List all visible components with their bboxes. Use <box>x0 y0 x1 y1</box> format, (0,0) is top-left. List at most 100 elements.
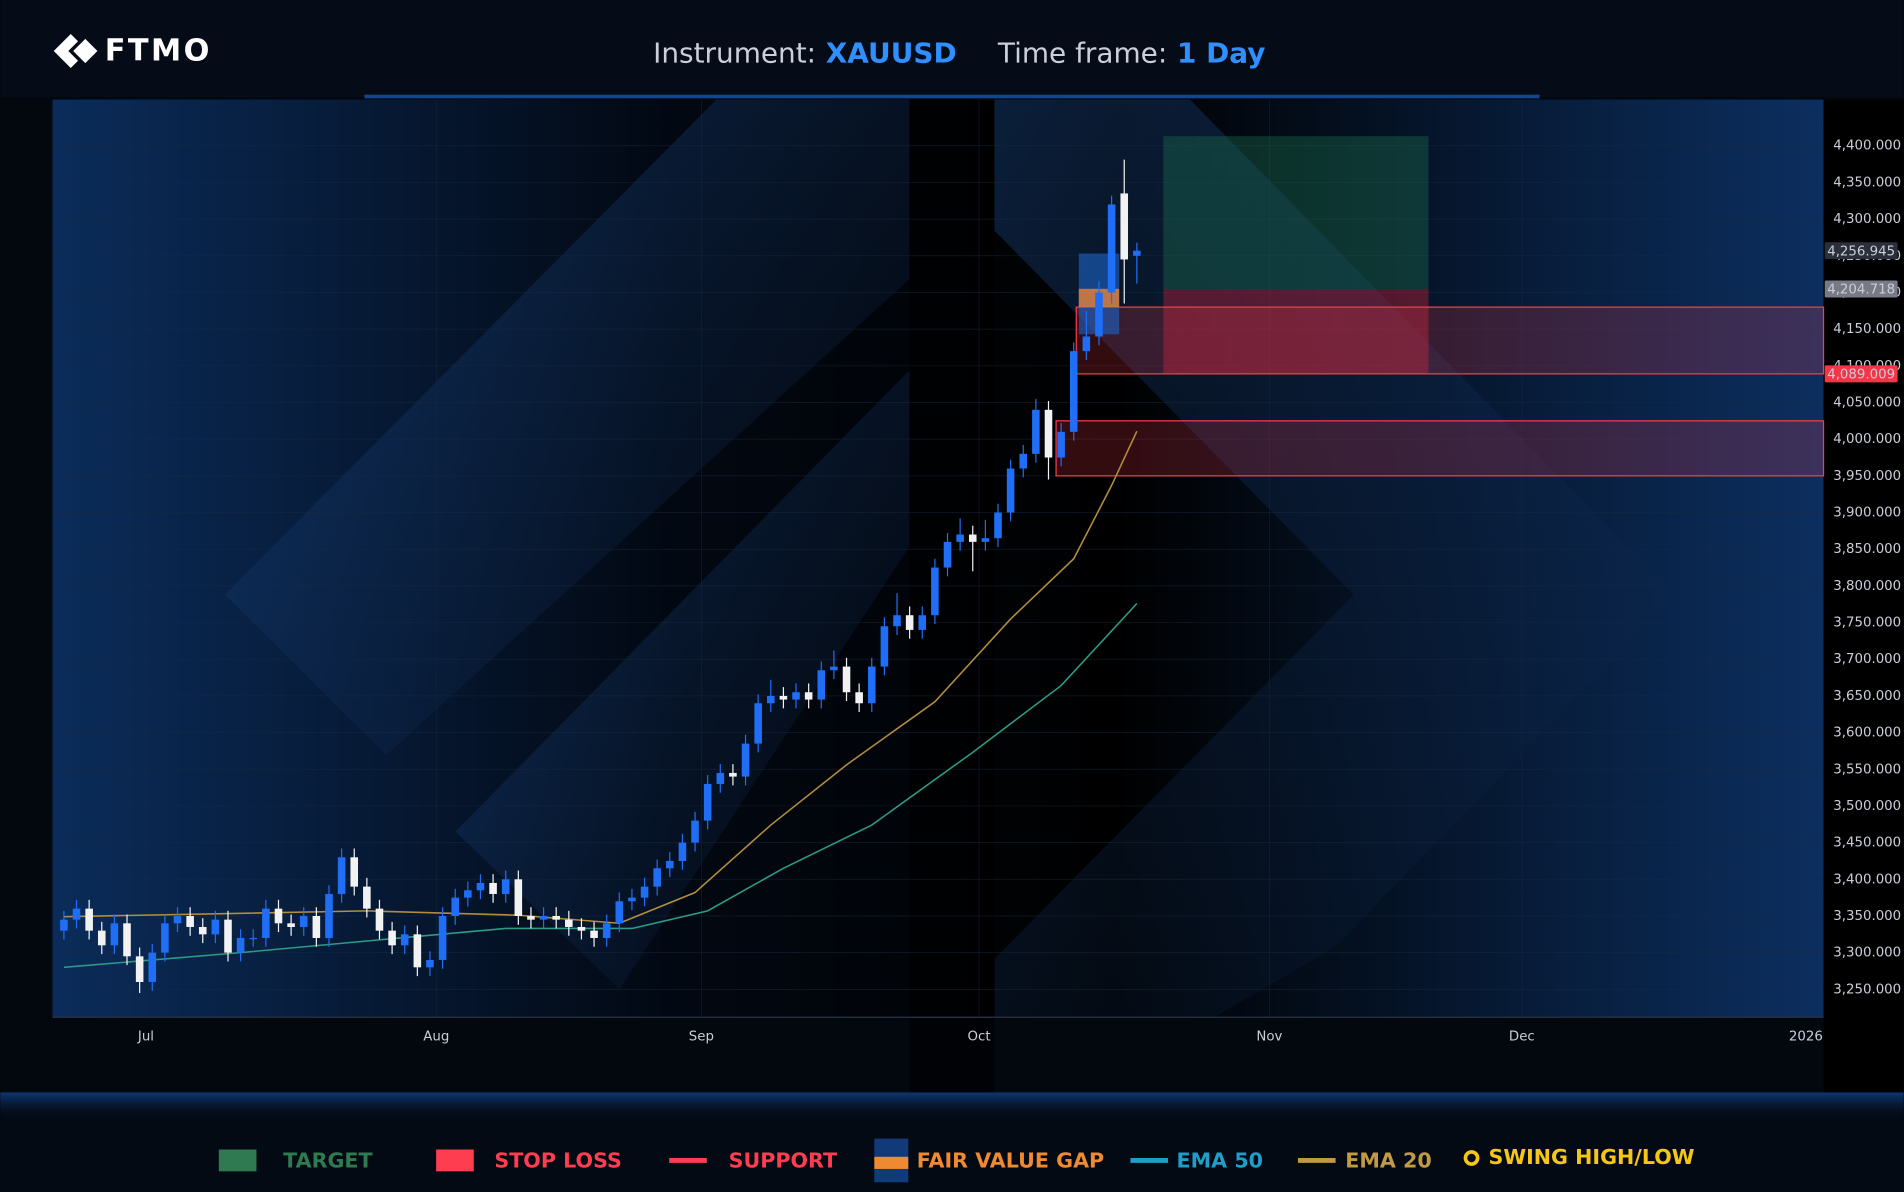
candle-body <box>577 926 586 931</box>
price-axis-panel <box>1823 99 1904 1093</box>
candle-body <box>943 541 952 568</box>
candle-body <box>337 857 346 894</box>
legend: TARGET STOP LOSS SUPPORT FAIR VALUE GAP EMA … <box>218 1138 1695 1183</box>
candle-body <box>211 919 220 935</box>
logo: FTMO <box>53 34 212 69</box>
legend-glow <box>0 1092 1904 1122</box>
candle-body <box>691 820 699 843</box>
candle-body <box>1006 468 1015 513</box>
candle-body <box>792 692 800 700</box>
candle-body <box>830 666 838 671</box>
candle-body <box>249 937 258 940</box>
candle-body <box>754 703 762 744</box>
y-tick-label: 3,650.000 <box>1833 689 1901 704</box>
legend-swatch <box>218 1149 257 1172</box>
x-tick-label: Oct <box>968 1030 991 1045</box>
candle-body <box>804 692 813 700</box>
instrument: XAUUSD <box>826 37 957 70</box>
candle-body <box>375 908 384 931</box>
support-zone <box>1055 420 1825 477</box>
candle-body <box>123 923 131 957</box>
ema-line <box>63 430 1138 925</box>
price-label: 4,256.945 <box>1827 244 1895 259</box>
legend-label: EMA 50 <box>1177 1149 1263 1173</box>
x-tick-label: Dec <box>1509 1030 1535 1045</box>
y-tick-label: 3,400.000 <box>1833 872 1901 887</box>
candle-body <box>615 901 624 924</box>
candle-body <box>1095 292 1103 337</box>
candle-body <box>729 772 737 777</box>
legend-swatch <box>669 1158 707 1163</box>
logo-text: FTMO <box>105 34 212 69</box>
candle-body <box>905 615 914 630</box>
watermark-shape <box>224 99 910 756</box>
candle-body <box>994 512 1002 539</box>
candle-body <box>426 959 434 968</box>
candle-body <box>842 666 851 693</box>
candle-body <box>666 860 674 869</box>
watermark-band <box>909 99 995 1093</box>
y-tick-label: 4,400.000 <box>1833 139 1901 154</box>
candle-body <box>476 882 485 891</box>
y-tick-label: 3,250.000 <box>1833 982 1901 997</box>
candle-body <box>602 923 611 938</box>
candle-body <box>135 956 144 982</box>
y-tick-label: 3,600.000 <box>1833 726 1901 741</box>
candle-body <box>236 937 245 953</box>
candle-body <box>1032 409 1040 454</box>
header-glow <box>364 94 1540 99</box>
legend-swatch <box>1130 1158 1169 1163</box>
candle-body <box>703 783 712 821</box>
y-tick-label: 4,150.000 <box>1833 322 1901 337</box>
candle-body <box>1019 453 1028 469</box>
candle-body <box>85 908 93 931</box>
x-tick-label: 2026 <box>1789 1030 1823 1045</box>
candle-body <box>97 930 106 946</box>
candle-body <box>262 908 270 938</box>
y-tick-label: 3,750.000 <box>1833 616 1901 631</box>
legend-swatch <box>1297 1158 1336 1163</box>
y-tick-label: 3,950.000 <box>1833 469 1901 484</box>
candle-body <box>299 915 308 927</box>
header-title: Instrument: XAUUSD Time frame: 1 Day <box>653 37 1265 70</box>
instrument-label: Instrument: <box>653 37 816 70</box>
timeframe-label: Time frame: <box>997 37 1167 70</box>
candle-body <box>539 915 548 920</box>
candle-body <box>1044 409 1053 458</box>
price-label-box <box>1824 280 1898 298</box>
candle-body <box>678 842 687 861</box>
candle-body <box>628 897 636 902</box>
candle-body <box>350 857 359 887</box>
candle-body <box>817 670 826 700</box>
price-label-box <box>1824 365 1898 383</box>
candle-body <box>224 919 232 953</box>
candle-body <box>855 692 863 704</box>
candle-body <box>312 915 321 938</box>
candle-body <box>880 626 889 667</box>
candle-body <box>1082 336 1091 352</box>
candle-body <box>110 923 119 946</box>
candle-body <box>716 772 725 784</box>
candle-body <box>1120 193 1129 260</box>
candle-body <box>438 915 447 960</box>
candle-body <box>464 890 472 898</box>
legend-label: FAIR VALUE GAP <box>917 1149 1104 1173</box>
candle-body <box>287 923 295 927</box>
price-label: 4,204.718 <box>1827 283 1895 298</box>
candle-body <box>173 915 182 924</box>
candle-body <box>981 538 990 542</box>
candle-body <box>274 908 283 924</box>
candle-body <box>325 893 333 938</box>
candle-body <box>1069 351 1078 432</box>
y-tick-label: 3,500.000 <box>1833 799 1901 814</box>
candle-body <box>640 886 649 898</box>
candle-body <box>766 695 775 704</box>
candle-body <box>527 915 535 920</box>
y-tick-label: 4,000.000 <box>1833 432 1901 447</box>
candle-body <box>918 615 927 630</box>
candle-body <box>653 868 661 887</box>
candle-body <box>779 695 788 700</box>
legend-label: SUPPORT <box>729 1149 837 1173</box>
